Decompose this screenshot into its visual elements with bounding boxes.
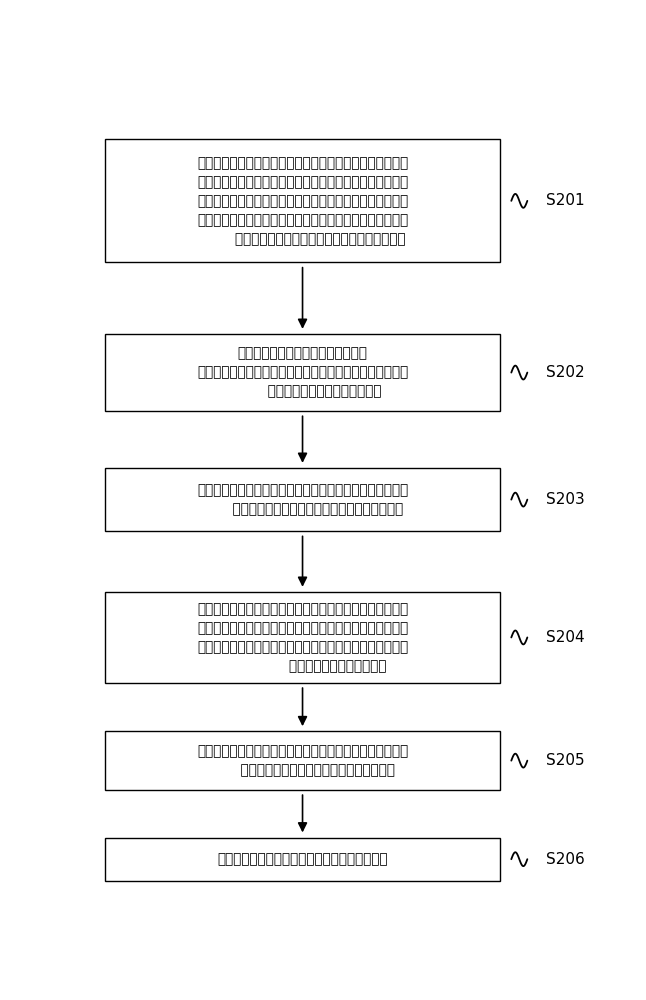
Bar	[105, 468, 500, 531]
Text: S202: S202	[547, 365, 585, 380]
Text: S203: S203	[547, 492, 585, 507]
Text: 获取屏幕外物理按键的第一触摸操作的信息，并根据第一触
摸操作的信息生成屏幕操作请求；或者，获取屏幕中虚拟按
键的第二触摸操作的信息，并根据第二触摸操作的信息生成: 获取屏幕外物理按键的第一触摸操作的信息，并根据第一触 摸操作的信息生成屏幕操作请…	[197, 156, 408, 246]
Text: 获取浮窗操作请求和浮窗中的第一操作对象的信息，第一操
       作对象的信息包括第一操作对象在浮窗内的坐标: 获取浮窗操作请求和浮窗中的第一操作对象的信息，第一操 作对象的信息包括第一操作对…	[197, 483, 408, 516]
Text: 根据屏幕与浮窗的对应关系确定屏幕中与第一操作对象对应
的第二操作对象包括：根据第一操作对象在浮窗内的坐标、
浮窗的尺寸与屏幕的尺寸的对应关系确定屏幕中与第一操作: 根据屏幕与浮窗的对应关系确定屏幕中与第一操作对象对应 的第二操作对象包括：根据第…	[197, 602, 408, 673]
Bar	[105, 592, 500, 683]
Text: S205: S205	[547, 753, 585, 768]
Text: 分别在浮窗上和屏幕上显示操作事件的执行结果: 分别在浮窗上和屏幕上显示操作事件的执行结果	[217, 852, 388, 866]
Text: 对所述浮窗中的第一操作对象对应的所述屏幕中的第二操作
       对象执行所述浮窗操作请求对应的操作事件: 对所述浮窗中的第一操作对象对应的所述屏幕中的第二操作 对象执行所述浮窗操作请求对…	[197, 744, 408, 777]
Bar	[105, 838, 500, 881]
Text: S206: S206	[547, 852, 585, 867]
Text: S201: S201	[547, 193, 585, 208]
Bar	[105, 334, 500, 411]
Text: S204: S204	[547, 630, 585, 645]
Bar	[105, 731, 500, 790]
Bar	[105, 139, 500, 262]
Text: 根据所述屏幕操作请求在屏幕的底部
弹出浮窗，并将所述屏幕上的内容缩放在所述浮窗上，所述
          浮窗的尺寸小于所述屏幕的尺寸: 根据所述屏幕操作请求在屏幕的底部 弹出浮窗，并将所述屏幕上的内容缩放在所述浮窗上…	[197, 347, 408, 399]
